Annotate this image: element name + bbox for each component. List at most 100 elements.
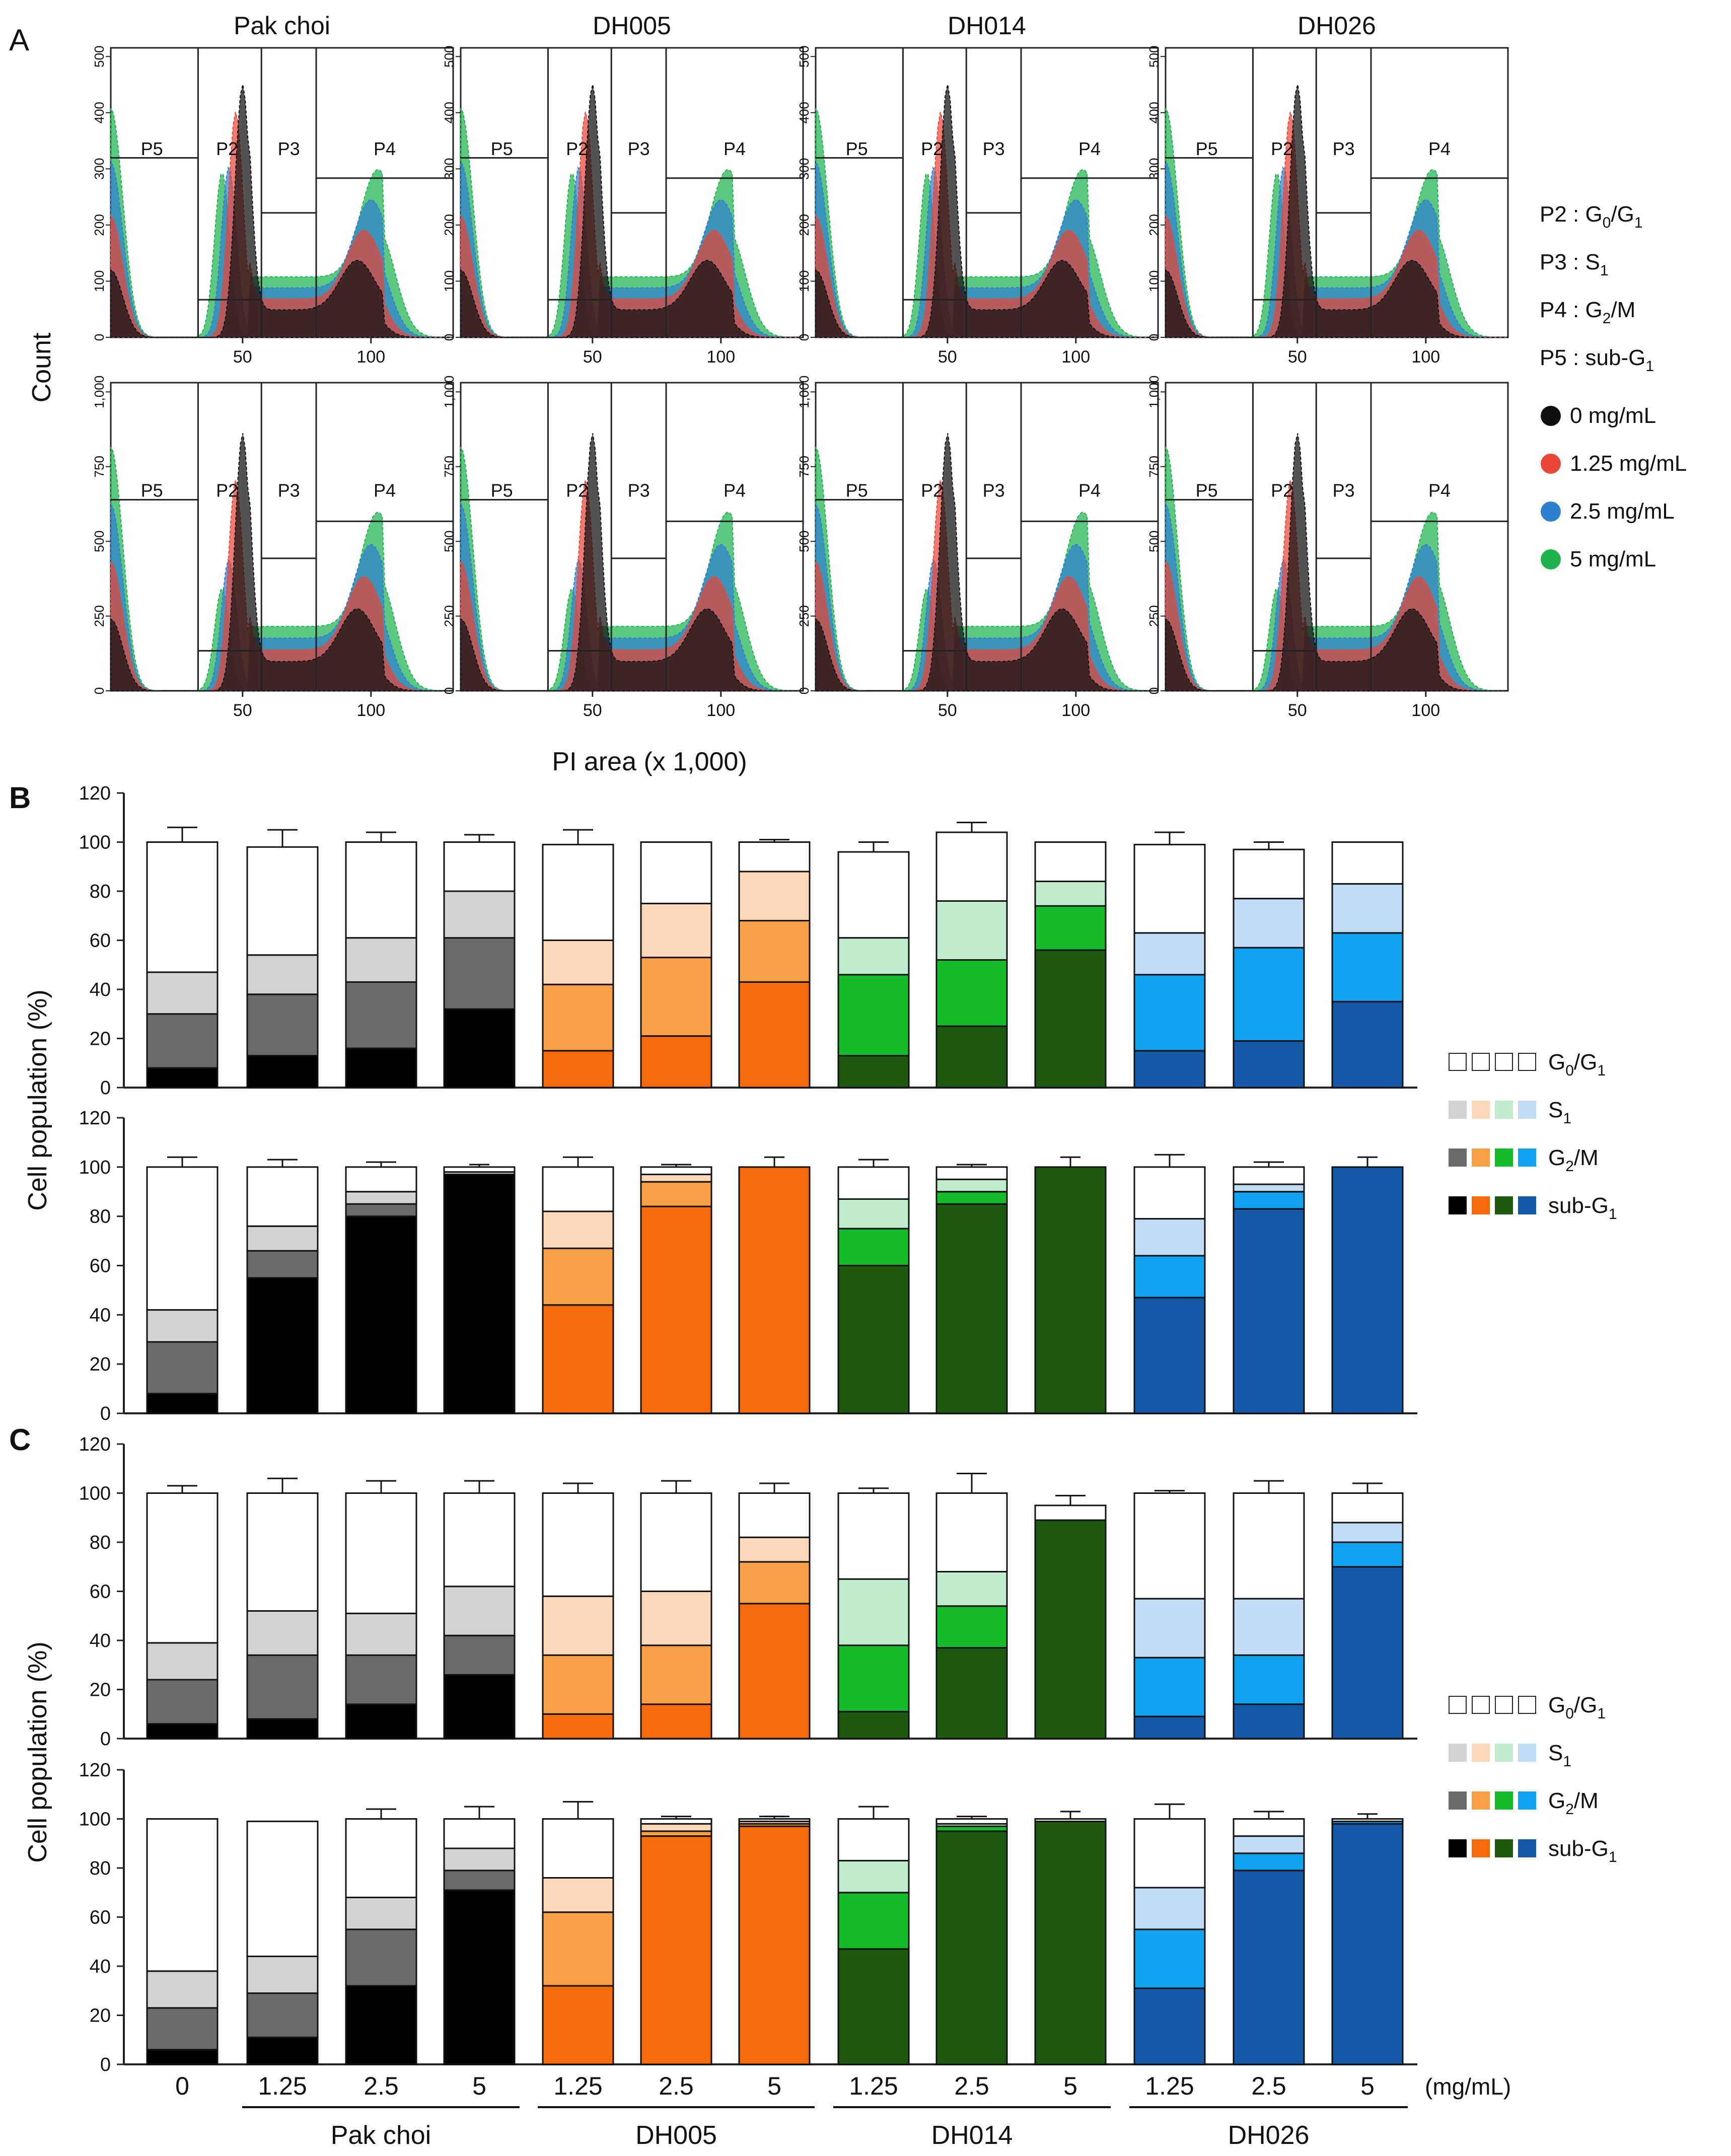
phase-legend-swatch — [1449, 1148, 1467, 1167]
text-span: P4 — [1540, 298, 1567, 322]
bar-segment-sub-g1 — [443, 1674, 516, 1740]
bar-segment-sub-g1 — [246, 2036, 319, 2065]
text-span: /G — [1574, 1050, 1597, 1074]
bar-segment-sub-g1 — [1331, 1566, 1404, 1740]
y-tick-label: 500 — [442, 530, 457, 552]
y-tick-label: 1,000 — [1146, 376, 1162, 408]
bar-segment-g2-m — [837, 1892, 910, 1950]
y-tick-label: 0 — [1146, 334, 1162, 341]
error-bar — [858, 1159, 889, 1167]
text-span: G — [1548, 1145, 1565, 1170]
bar-segment-sub-g1 — [1233, 1703, 1305, 1740]
y-tick-label: 80 — [90, 1206, 111, 1228]
histogram-curve-dose-0 — [110, 433, 453, 691]
bar-stack — [345, 1480, 417, 1740]
bar-segment-g2-m — [1034, 905, 1107, 951]
y-tick-label: 1,000 — [442, 376, 457, 408]
bar-stack — [542, 1801, 614, 2065]
text-span: G — [1585, 298, 1603, 322]
bar-segment-g0-g1 — [837, 1818, 910, 1861]
bar-segment-g0-g1 — [1133, 1818, 1206, 1889]
bar-stack — [443, 1480, 516, 1740]
y-tick-label: 750 — [797, 456, 812, 477]
error-bar — [858, 1487, 889, 1493]
gate-p3 — [1316, 48, 1372, 337]
bar-stack — [1331, 841, 1404, 1089]
bar-segment-s1 — [935, 900, 1008, 961]
y-tick-label: 0 — [442, 687, 457, 694]
bar-segment-g2-m — [443, 1870, 516, 1891]
y-tick-label: 500 — [442, 46, 457, 67]
bar-segment-sub-g1 — [1034, 1166, 1107, 1414]
bar-segment-s1 — [246, 1956, 319, 1994]
x-group-label: DH014 — [931, 2121, 1013, 2150]
y-tick-label: 500 — [92, 46, 107, 67]
bar-segment-s1 — [1331, 883, 1404, 934]
bar-segment-s1 — [542, 940, 614, 985]
bar-segment-g0-g1 — [935, 1492, 1008, 1572]
histogram-curve-dose-0 — [815, 84, 1158, 338]
bar-segment-g2-m — [146, 1679, 219, 1725]
error-bar — [464, 1480, 494, 1493]
bar-segment-s1 — [146, 1309, 219, 1343]
phase-legend-label: G0/G1 — [1548, 1050, 1606, 1079]
bar-segment-g2-m — [443, 1634, 516, 1676]
x-group-label: DH026 — [1228, 2121, 1310, 2150]
y-tick-label: 0 — [442, 334, 457, 341]
bar-segment-g2-m — [1233, 947, 1305, 1042]
phase-legend-swatch — [1472, 1196, 1490, 1214]
bar-segment-s1 — [146, 1970, 219, 2009]
bar-segment-sub-g1 — [935, 1830, 1008, 2065]
text-span: S — [1548, 1741, 1563, 1765]
error-bar — [957, 1473, 987, 1493]
error-bar — [1254, 1480, 1284, 1493]
histogram-y-axis-label: Count — [27, 332, 56, 402]
x-condition-label: 5 — [1063, 2072, 1077, 2100]
gate-label-p5: P5 — [141, 138, 163, 159]
y-tick-label: 120 — [79, 783, 111, 804]
x-axis-labels: 0 1.25 2.5 5 1.25 2.5 5 1.25 2.5 5 1.25 2.5 5 (mg/mL)… — [175, 2072, 1511, 2150]
phase-legend-swatch — [1472, 1744, 1490, 1762]
bar-segment-sub-g1 — [1034, 1519, 1107, 1740]
gate-legend-item: P2 : G0/G1 — [1540, 202, 1643, 231]
error-bar — [167, 826, 197, 842]
bar-stack — [738, 839, 811, 1089]
bar-segment-g2-m — [146, 2007, 219, 2051]
histogram-plot-pak-choi: P5 P2 P3 P4 50 100 0 250 500 750 1,000 — [92, 376, 454, 720]
bar-segment-s1 — [146, 1642, 219, 1681]
bar-segment-s1 — [1233, 1835, 1305, 1854]
bar-segment-sub-g1 — [1331, 1823, 1404, 2065]
bar-segment-g2-m — [1133, 1928, 1206, 1989]
gate-label-p3: P3 — [983, 138, 1005, 159]
bar-segment-g0-g1 — [345, 1818, 417, 1898]
y-tick-label: 0 — [100, 1403, 111, 1424]
gate-p3 — [966, 383, 1022, 691]
bar-segment-g2-m — [837, 1644, 910, 1712]
error-bar — [957, 1816, 987, 1819]
y-tick-label: 750 — [92, 456, 107, 477]
bar-stack — [542, 1156, 614, 1414]
bar-segment-s1 — [542, 1595, 614, 1656]
bar-segment-s1 — [542, 1877, 614, 1913]
gate-p2 — [902, 383, 967, 691]
error-bar — [661, 1480, 691, 1493]
bar-stack — [935, 822, 1008, 1089]
bar-stack — [443, 834, 516, 1089]
x-tick-label: 100 — [1411, 701, 1440, 720]
stacked-bar-chart-c-top: 0 20 40 60 80 100 120 — [79, 1434, 1417, 1750]
gate-p3 — [966, 48, 1022, 337]
x-tick-label: 50 — [233, 347, 252, 367]
error-bar — [957, 1164, 987, 1167]
gate-label-p2: P2 — [216, 138, 238, 159]
gate-p3 — [611, 48, 667, 337]
bar-segment-s1 — [837, 1578, 910, 1646]
bar-stack — [1331, 1813, 1404, 2065]
bar-segment-g2-m — [1331, 1541, 1404, 1568]
text-span: sub-G — [1585, 345, 1646, 370]
histogram-plot-dh026: P5 P2 P3 P4 50 100 0 250 500 750 1,000 — [1146, 376, 1509, 720]
bar-segment-s1 — [443, 890, 516, 939]
bar-segment-s1 — [640, 1591, 712, 1646]
bar-segment-s1 — [837, 1198, 910, 1230]
text-span: 1 — [1563, 1753, 1571, 1770]
gate-p3 — [611, 383, 667, 691]
